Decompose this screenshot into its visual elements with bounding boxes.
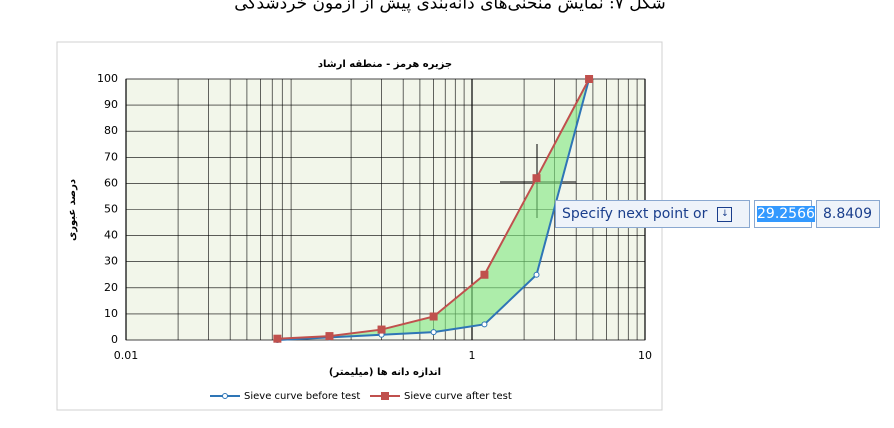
point [480, 270, 489, 279]
input-value: 8.8409 [823, 206, 872, 222]
caption: شکل ۷: نمایش منحنی‌های دانه‌بندی پیش از … [234, 0, 666, 14]
legend-label: Sieve curve after test [404, 391, 512, 402]
y-tick-label: 0 [111, 333, 118, 346]
legend-marker [222, 393, 228, 399]
input-box[interactable]: 29.2566 [754, 200, 815, 228]
y-tick-label: 70 [104, 150, 118, 163]
point [532, 174, 541, 183]
y-tick-label: 100 [97, 72, 118, 85]
point [481, 321, 488, 328]
point [429, 312, 438, 321]
command-tooltip: Specify next point or ↓ [555, 200, 750, 228]
point [325, 332, 334, 341]
legend-marker [381, 392, 389, 400]
x-tick-label: 10 [638, 349, 652, 362]
difference-fill [277, 79, 590, 340]
y-tick-label: 50 [104, 203, 118, 216]
point [533, 271, 540, 278]
y-tick-label: 80 [104, 124, 118, 137]
y-axis-label: درصد عبوری [67, 179, 78, 241]
y-tick-label: 60 [104, 176, 118, 189]
chart-title: جزیره هرمز - منطقه ارشاد [318, 59, 452, 70]
x-tick-label: 1 [469, 349, 476, 362]
x-tick-label: 0.01 [114, 349, 139, 362]
y-tick-label: 10 [104, 307, 118, 320]
input-box[interactable]: 8.8409 [816, 200, 880, 228]
prompt-text: Specify next point or [562, 206, 708, 222]
grid [125, 78, 646, 341]
y-tick-label: 40 [104, 229, 118, 242]
y-tick-label: 90 [104, 98, 118, 111]
y-tick-label: 20 [104, 281, 118, 294]
legend-label: Sieve curve before test [244, 391, 360, 402]
input-value: 29.2566 [757, 206, 815, 222]
point [377, 325, 386, 334]
point [430, 329, 437, 336]
point [273, 334, 282, 343]
y-tick-label: 30 [104, 255, 118, 268]
x-axis-label: اندازه دانه ها (میلیمتر) [329, 367, 441, 378]
point [585, 75, 594, 83]
options-icon[interactable]: ↓ [717, 206, 733, 222]
